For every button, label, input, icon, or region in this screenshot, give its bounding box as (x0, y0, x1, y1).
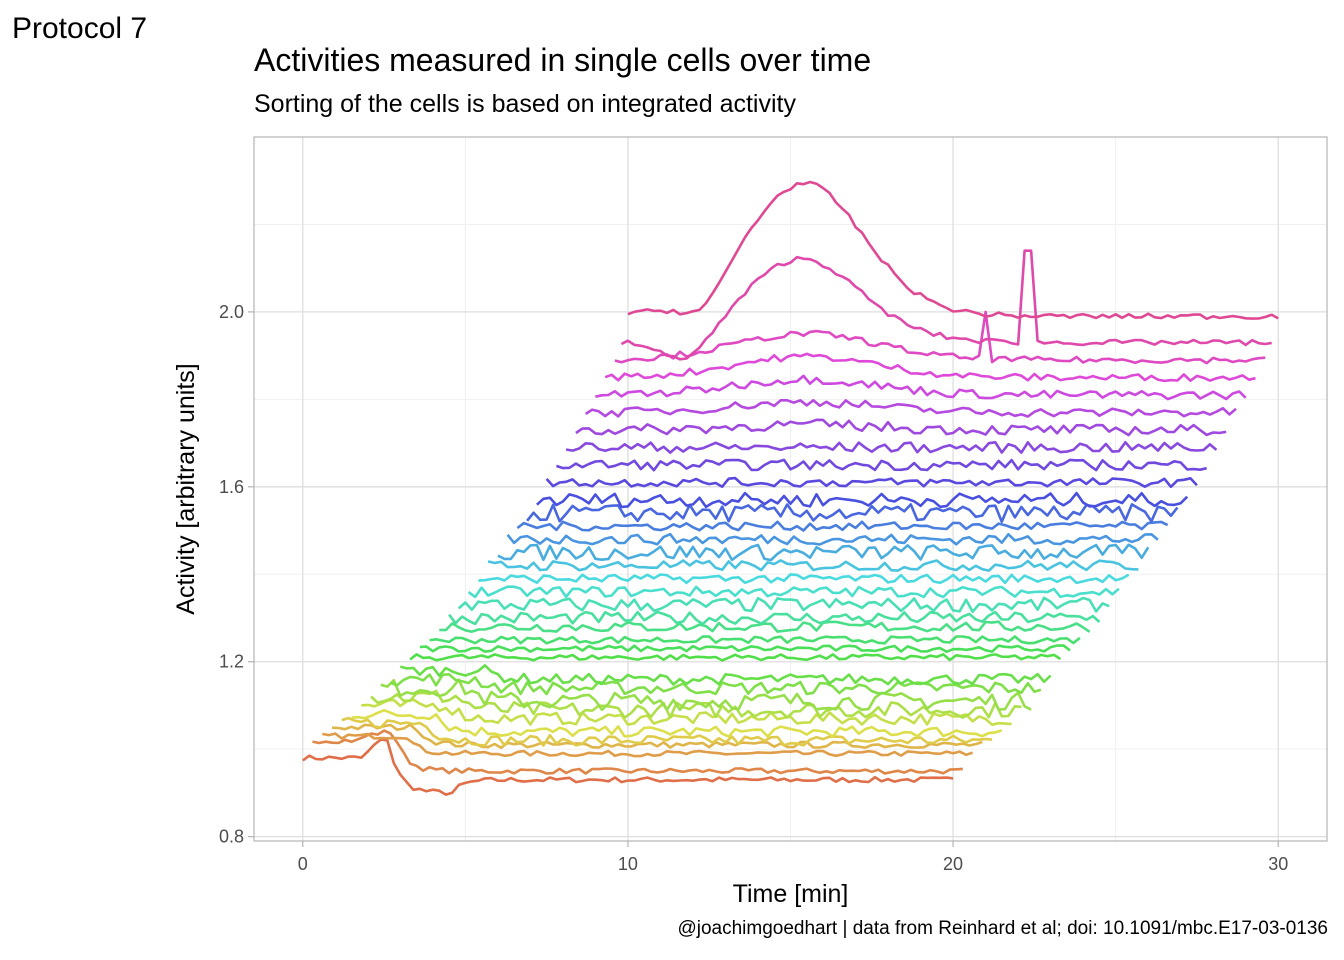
series-line-16 (448, 610, 1101, 626)
x-tick-label: 0 (298, 854, 308, 874)
series-line-35 (627, 180, 1279, 321)
series-line-11 (399, 664, 1052, 686)
y-axis-title: Activity [arbitrary units] (172, 363, 200, 614)
x-tick-label: 30 (1268, 854, 1288, 874)
series-line-12 (409, 653, 1062, 662)
grid (254, 137, 1327, 841)
series-line-19 (478, 573, 1130, 585)
series-line-5 (341, 716, 993, 747)
x-tick-label: 20 (943, 854, 963, 874)
series-lines (302, 180, 1279, 796)
chart-caption: @joachimgoedhart | data from Reinhard et… (677, 918, 1328, 939)
series-line-22 (506, 532, 1159, 546)
series-line-28 (565, 440, 1218, 454)
y-tick-label: 0.8 (219, 827, 244, 847)
series-line-21 (497, 543, 1150, 562)
series-line-32 (604, 352, 1256, 383)
series-line-33 (614, 310, 1266, 365)
chart-subtitle: Sorting of the cells is based on integra… (254, 90, 796, 118)
series-line-30 (584, 398, 1237, 418)
panel-border (253, 136, 1328, 842)
series-line-8 (370, 689, 1022, 719)
series-line-4 (331, 723, 983, 750)
x-axis-title: Time [min] (733, 880, 849, 908)
axis-ticks: 0 10 20 30 0.8 1.2 1.6 2.0 (219, 302, 1288, 874)
y-tick-label: 1.6 (219, 477, 244, 497)
series-line-24 (526, 503, 1179, 524)
series-line-25 (536, 491, 1189, 509)
series-line-18 (467, 585, 1120, 599)
series-line-31 (595, 374, 1247, 401)
series-line-1 (302, 738, 954, 796)
series-line-3 (322, 732, 974, 758)
series-line-2 (312, 729, 963, 775)
series-line-27 (555, 458, 1207, 472)
protocol-tag: Protocol 7 (12, 12, 148, 45)
y-tick-label: 1.2 (219, 652, 244, 672)
series-line-9 (380, 678, 1032, 712)
series-line-6 (351, 708, 1003, 739)
series-line-20 (487, 559, 1139, 572)
series-line-10 (390, 672, 1042, 696)
series-line-26 (545, 476, 1198, 489)
y-tick-label: 2.0 (219, 302, 244, 322)
series-line-17 (457, 596, 1110, 614)
series-line-7 (361, 698, 1012, 727)
series-line-34 (620, 249, 1272, 361)
x-tick-label: 10 (618, 854, 638, 874)
series-line-23 (516, 520, 1169, 532)
series-line-13 (419, 644, 1071, 654)
chart-title: Activities measured in single cells over… (254, 42, 872, 78)
series-line-14 (429, 635, 1081, 645)
series-line-15 (439, 620, 1091, 634)
series-line-29 (575, 418, 1227, 437)
